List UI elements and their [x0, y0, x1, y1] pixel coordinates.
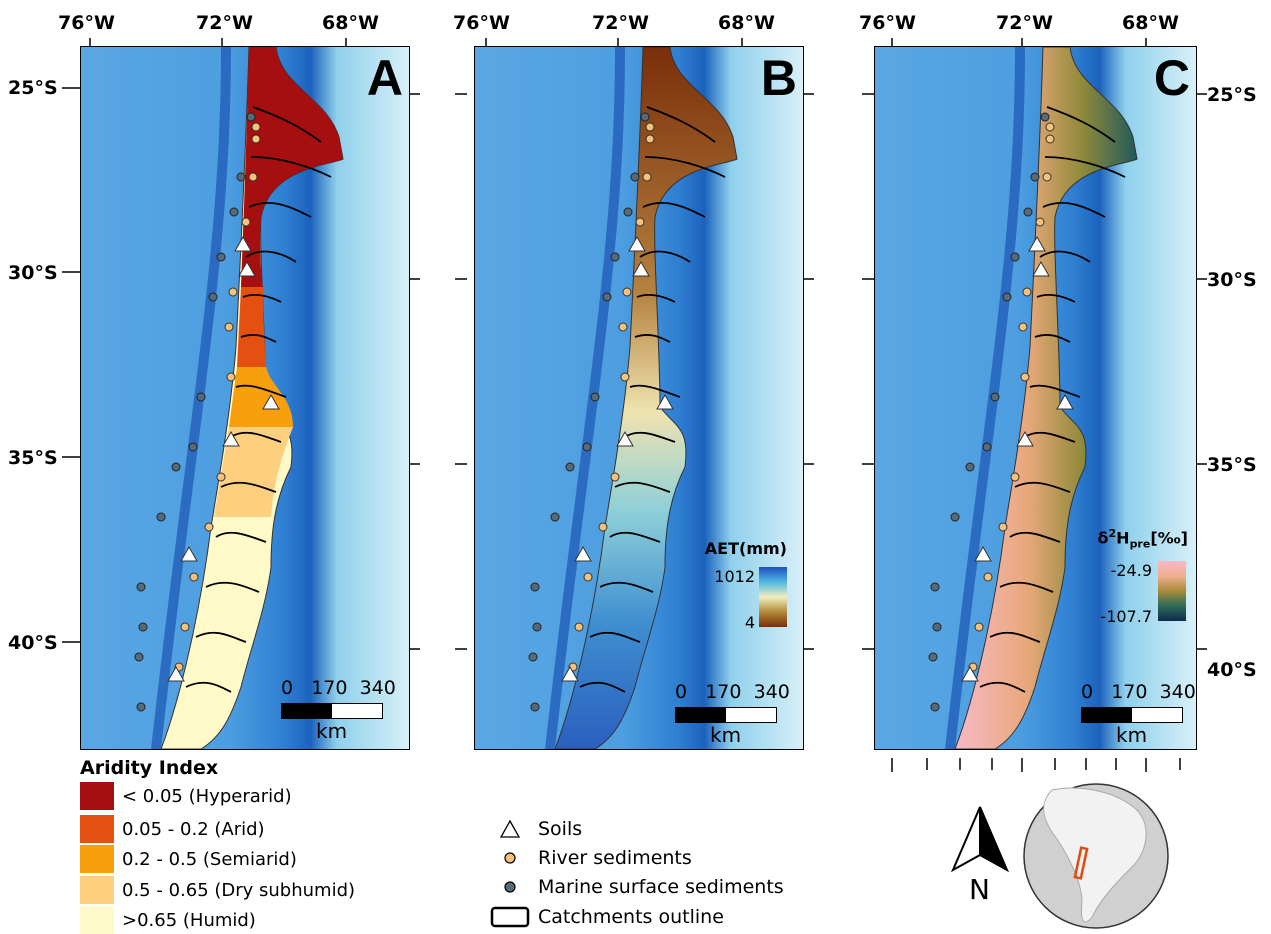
triangle-icon	[490, 816, 530, 842]
swatch-dry-subhumid	[80, 876, 114, 904]
locator-globe	[1022, 782, 1170, 930]
lat-label-40s-right: 40°S	[1207, 659, 1257, 681]
orange-circle-icon	[490, 845, 530, 871]
colorbar-aet-max: 1012	[714, 567, 755, 586]
map-panel-c: C δ2Hpre[‰] -24.9 -107.7 0 170 340 km	[874, 46, 1197, 750]
colorbar-aet: AET(mm) 1012 4	[689, 539, 789, 659]
scalebar-ticks: 0 170 340	[281, 677, 396, 699]
rectangle-outline-icon	[490, 904, 530, 930]
colorbar-d2h: δ2Hpre[‰] -24.9 -107.7	[1065, 527, 1190, 662]
lon-label-68w-c: 68°W	[1122, 12, 1179, 34]
lon-label-76w-c: 76°W	[859, 12, 916, 34]
lat-label-35s-left: 35°S	[8, 447, 58, 469]
aridity-legend-item: 0.2 - 0.5 (Semiarid)	[80, 845, 297, 873]
colorbar-d2h-max: -24.9	[1110, 561, 1152, 580]
lat-label-25s-right: 25°S	[1207, 84, 1257, 106]
lon-label-68w-b: 68°W	[718, 12, 775, 34]
aridity-legend-item: >0.65 (Humid)	[80, 906, 256, 934]
lon-label-76w-a: 76°W	[58, 12, 115, 34]
gray-circle-icon	[490, 874, 530, 900]
symbol-legend-item: Soils	[490, 816, 582, 842]
lon-label-76w-b: 76°W	[453, 12, 510, 34]
swatch-humid	[80, 906, 114, 934]
panel-letter-c: C	[1153, 50, 1190, 106]
scalebar-c: 0 170 340 km	[1081, 681, 1196, 747]
symbol-legend-item: Marine surface sediments	[490, 874, 784, 900]
colorbar-d2h-ramp	[1158, 561, 1186, 621]
scalebar-b: 0 170 340 km	[675, 681, 790, 747]
north-arrow-icon	[950, 806, 1010, 873]
north-label: N	[969, 873, 990, 906]
colorbar-aet-title: AET(mm)	[704, 539, 787, 558]
map-panel-b: B AET(mm) 1012 4 0 170 340 km	[474, 46, 804, 750]
symbol-legend-item: Catchments outline	[490, 904, 724, 930]
lon-label-72w-b: 72°W	[592, 12, 649, 34]
swatch-semiarid	[80, 845, 114, 873]
lat-label-25s-left: 25°S	[8, 77, 58, 99]
scalebar-unit: km	[316, 719, 348, 743]
globe-icon	[1023, 783, 1169, 929]
swatch-arid	[80, 815, 114, 843]
lat-label-35s-right: 35°S	[1207, 454, 1257, 476]
colorbar-aet-min: 4	[744, 613, 755, 632]
colorbar-aet-ramp	[759, 567, 787, 627]
lon-label-72w-a: 72°W	[196, 12, 253, 34]
symbol-legend-item: River sediments	[490, 845, 692, 871]
aridity-legend-item: 0.5 - 0.65 (Dry subhumid)	[80, 876, 355, 904]
aridity-legend-item: < 0.05 (Hyperarid)	[80, 782, 292, 810]
aridity-legend-title: Aridity Index	[80, 757, 219, 779]
panel-letter-b: B	[760, 50, 797, 106]
colorbar-d2h-min: -107.7	[1100, 607, 1152, 626]
aridity-legend-item: 0.05 - 0.2 (Arid)	[80, 815, 265, 843]
scalebar-a: 0 170 340 km	[281, 677, 409, 747]
lon-label-68w-a: 68°W	[322, 12, 379, 34]
map-panel-a: A 0 170 340 km	[80, 46, 410, 750]
north-arrow: N	[945, 805, 1015, 906]
lat-label-40s-left: 40°S	[8, 632, 58, 654]
lon-label-72w-c: 72°W	[996, 12, 1053, 34]
panel-letter-a: A	[366, 50, 403, 106]
swatch-hyperarid	[80, 782, 114, 810]
lat-label-30s-left: 30°S	[8, 262, 58, 284]
colorbar-d2h-title: δ2Hpre[‰]	[1097, 527, 1188, 551]
lat-label-30s-right: 30°S	[1207, 269, 1257, 291]
